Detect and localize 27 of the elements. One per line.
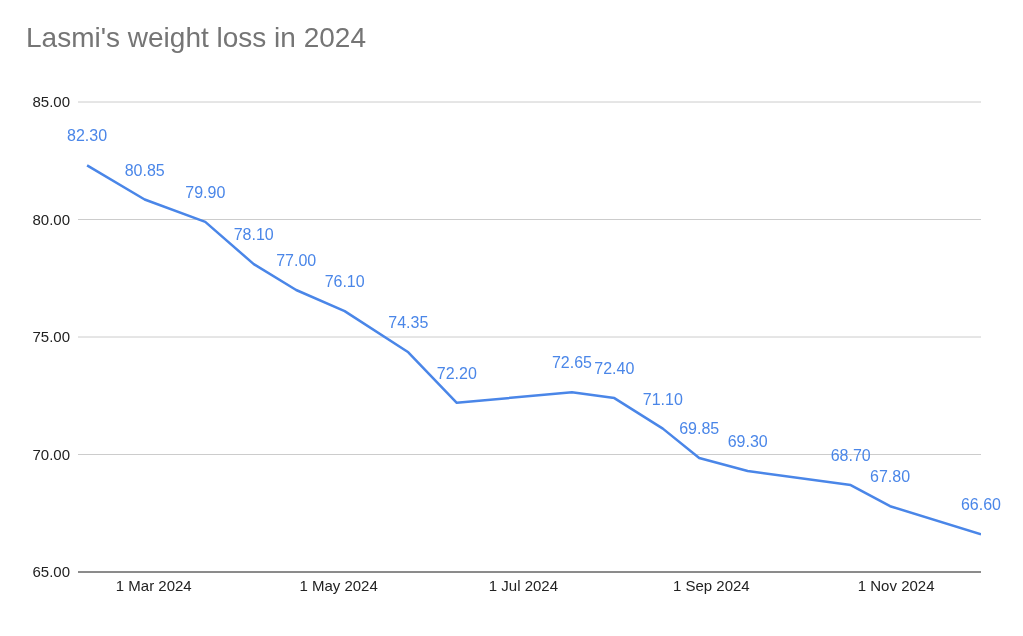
y-tick-label: 65.00 <box>32 563 70 581</box>
data-label: 79.90 <box>185 183 226 201</box>
chart-title: Lasmi's weight loss in 2024 <box>25 21 367 55</box>
data-label: 69.30 <box>727 432 768 450</box>
y-tick-label: 80.00 <box>32 210 70 228</box>
data-label: 82.30 <box>67 127 108 145</box>
data-label: 72.40 <box>594 360 635 378</box>
data-label: 72.65 <box>551 354 593 372</box>
x-tick-label: 1 Sep 2024 <box>672 576 750 594</box>
data-label: 76.10 <box>324 273 365 291</box>
y-tick-label: 70.00 <box>32 445 70 463</box>
data-label: 74.35 <box>388 314 429 332</box>
data-label: 71.10 <box>642 390 683 408</box>
x-tick-label: 1 May 2024 <box>299 576 378 594</box>
y-tick-label: 85.00 <box>32 93 70 111</box>
y-tick-label: 75.00 <box>32 328 70 346</box>
data-label: 66.60 <box>960 496 1002 514</box>
x-tick-label: 1 Jul 2024 <box>488 576 559 594</box>
x-tick-label: 1 Nov 2024 <box>857 576 935 594</box>
data-label: 68.70 <box>830 447 871 465</box>
x-tick-label: 1 Mar 2024 <box>115 576 192 594</box>
data-label: 69.85 <box>679 420 720 438</box>
data-label: 72.20 <box>436 364 477 382</box>
data-label: 78.10 <box>233 226 274 244</box>
data-label: 67.80 <box>870 468 911 486</box>
data-label: 80.85 <box>124 161 165 179</box>
data-label: 77.00 <box>276 252 317 269</box>
